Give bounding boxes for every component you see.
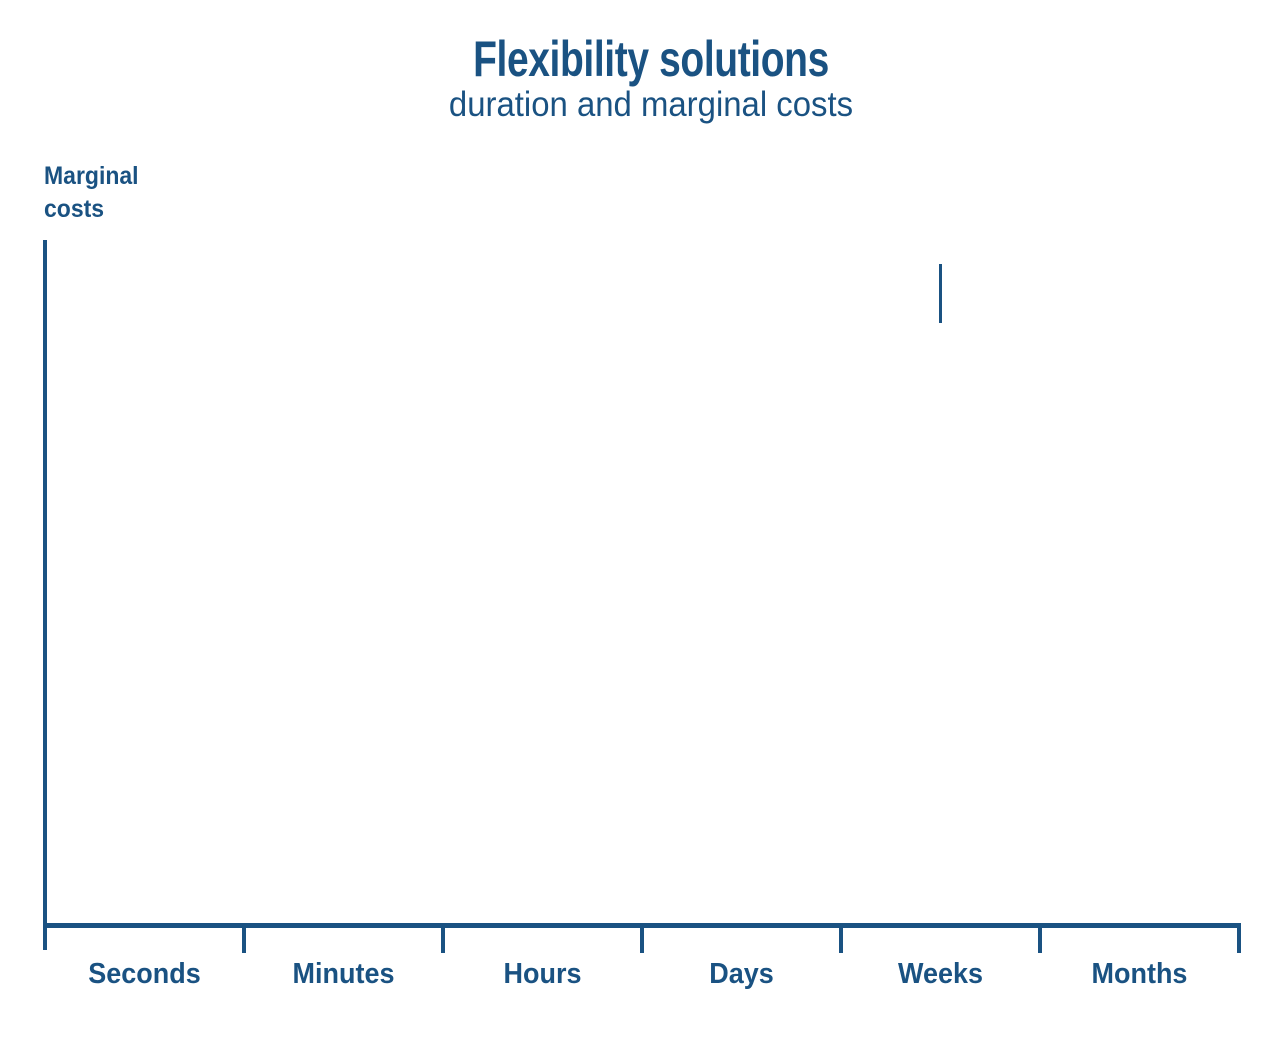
y-axis-label-line1: Marginal xyxy=(44,162,139,190)
x-axis-tick xyxy=(640,923,644,953)
chart-title: Flexibility solutions xyxy=(473,31,829,87)
partial-vertical-stroke xyxy=(939,264,942,323)
x-axis-category-label-weeks: Weeks xyxy=(898,958,983,990)
x-axis-category-label-hours: Hours xyxy=(503,958,582,990)
x-axis-category-label-minutes: Minutes xyxy=(292,958,395,990)
y-axis-label: Marginal costs xyxy=(44,160,139,226)
y-axis-label-line2: costs xyxy=(44,195,105,223)
x-axis-tick xyxy=(242,923,246,953)
x-axis-tick xyxy=(1237,923,1241,953)
x-axis-category-label-seconds: Seconds xyxy=(88,958,201,990)
x-axis-tick xyxy=(839,923,843,953)
x-axis-category-label-days: Days xyxy=(709,958,774,990)
y-axis-line xyxy=(43,240,47,950)
x-axis-tick xyxy=(441,923,445,953)
x-axis-tick xyxy=(1038,923,1042,953)
x-axis-category-label-months: Months xyxy=(1091,958,1188,990)
chart-subtitle: duration and marginal costs xyxy=(448,85,854,124)
